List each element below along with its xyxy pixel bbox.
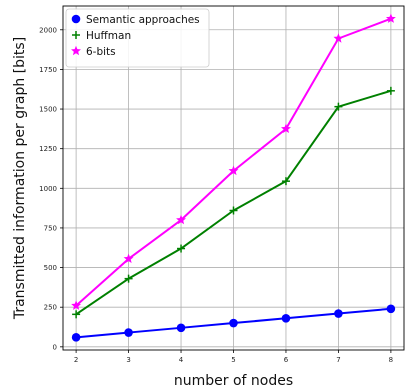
data-point (385, 13, 396, 23)
x-tick-label: 6 (284, 356, 289, 364)
legend-label: Huffman (86, 30, 131, 42)
data-point (176, 214, 186, 225)
series-1 (72, 86, 395, 319)
x-tick-label: 7 (336, 356, 340, 364)
axes: 2 3 4 5 6 7 8 0 250 500 750 1000 1250 1500 1750 2000 (39, 5, 405, 364)
x-tick-label: 2 (74, 356, 78, 364)
data-point (176, 323, 186, 333)
series-0 (71, 304, 396, 342)
data-point (124, 328, 133, 337)
x-tick-label: 5 (231, 356, 235, 364)
data-point (72, 310, 81, 319)
y-tick-label: 750 (44, 224, 57, 232)
data-point (281, 313, 291, 323)
y-tick-label: 1250 (39, 145, 57, 153)
legend: Semantic approaches Huffman 6-bits (65, 8, 210, 68)
data-point (177, 244, 186, 253)
series-layer (71, 13, 396, 342)
data-point (229, 206, 238, 215)
legend-label: 6-bits (86, 46, 116, 58)
x-tick-label: 3 (126, 356, 130, 364)
data-point (71, 300, 82, 310)
y-tick-label: 250 (44, 304, 57, 312)
legend-label: Semantic approaches (86, 14, 200, 26)
data-point (386, 304, 396, 314)
data-point (334, 309, 343, 318)
data-point (281, 123, 291, 134)
data-point (71, 333, 81, 342)
y-axis-title: Transmitted information per graph [bits] (12, 37, 28, 320)
y-tick-label: 1750 (39, 66, 57, 74)
y-tick-label: 1000 (39, 185, 57, 193)
data-point (123, 253, 134, 264)
data-point (333, 33, 344, 43)
x-tick-label: 8 (389, 356, 393, 364)
data-point (124, 274, 133, 283)
series-2 (71, 13, 396, 310)
legend-marker (71, 14, 81, 24)
data-point (228, 165, 239, 176)
y-tick-label: 2000 (39, 26, 57, 34)
legend-marker (71, 45, 81, 56)
data-point (334, 102, 343, 111)
data-point (281, 177, 290, 186)
data-point (229, 318, 238, 328)
x-axis-title: number of nodes (174, 373, 293, 389)
y-tick-label: 1500 (39, 106, 57, 114)
y-tick-label: 0 (53, 343, 57, 351)
x-tick-label: 4 (179, 356, 184, 364)
legend-box (65, 8, 210, 68)
data-point (386, 86, 395, 95)
y-tick-label: 500 (44, 264, 57, 272)
legend-marker (72, 31, 80, 39)
